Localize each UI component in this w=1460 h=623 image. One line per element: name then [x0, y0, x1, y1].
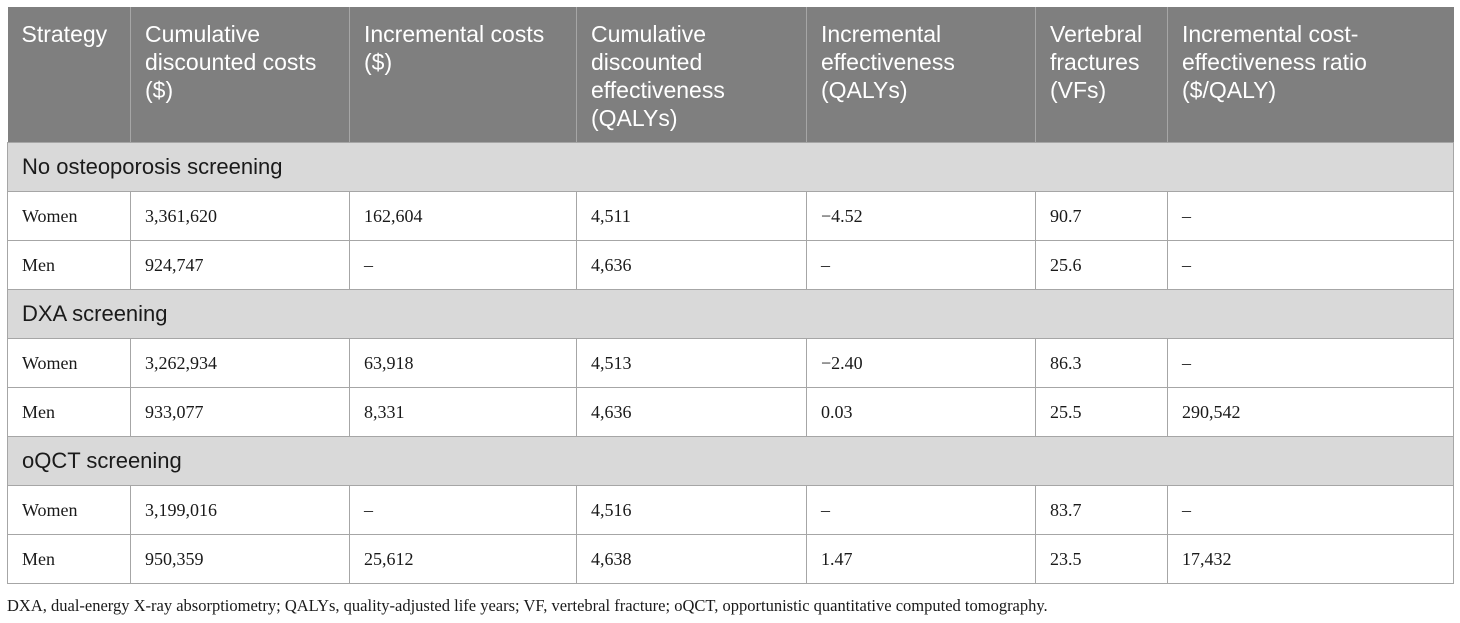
- table-cell: –: [1167, 338, 1454, 388]
- table-cell: 924,747: [130, 240, 350, 290]
- table-cell: Men: [7, 534, 131, 584]
- header-incremental-effectiveness: Incremental effectiveness (QALYs): [806, 7, 1036, 143]
- table-cell: Women: [7, 191, 131, 241]
- table-cell: 0.03: [806, 387, 1036, 437]
- table-cell: –: [1167, 191, 1454, 241]
- header-incremental-costs: Incremental costs ($): [349, 7, 577, 143]
- cost-effectiveness-table: Strategy Cumulative discounted costs ($)…: [7, 7, 1454, 584]
- group-title: DXA screening: [7, 289, 1454, 339]
- table-cell: 25,612: [349, 534, 577, 584]
- table-cell: Women: [7, 485, 131, 535]
- table-cell: 25.5: [1035, 387, 1168, 437]
- table-cell: 4,516: [576, 485, 807, 535]
- table-cell: 23.5: [1035, 534, 1168, 584]
- table-cell: 4,636: [576, 387, 807, 437]
- table-cell: 17,432: [1167, 534, 1454, 584]
- table-cell: 25.6: [1035, 240, 1168, 290]
- table-cell: 4,511: [576, 191, 807, 241]
- table-cell: 950,359: [130, 534, 350, 584]
- table-cell: –: [806, 240, 1036, 290]
- table-cell: Men: [7, 387, 131, 437]
- header-vertebral-fractures: Vertebral fractures (VFs): [1035, 7, 1168, 143]
- header-icer: Incremental cost-effectiveness ratio ($/…: [1167, 7, 1454, 143]
- table-cell: 83.7: [1035, 485, 1168, 535]
- table-row: Men 924,747 – 4,636 – 25.6 –: [7, 240, 1454, 290]
- group-title: oQCT screening: [7, 436, 1454, 486]
- table-cell: 4,636: [576, 240, 807, 290]
- table-cell: 290,542: [1167, 387, 1454, 437]
- table-cell: 86.3: [1035, 338, 1168, 388]
- table-row: Men 950,359 25,612 4,638 1.47 23.5 17,43…: [7, 534, 1454, 584]
- table-cell: 3,199,016: [130, 485, 350, 535]
- group-row-oqct-screening: oQCT screening: [7, 436, 1454, 486]
- table-cell: Men: [7, 240, 131, 290]
- table-cell: 4,638: [576, 534, 807, 584]
- table-row: Men 933,077 8,331 4,636 0.03 25.5 290,54…: [7, 387, 1454, 437]
- table-cell: −4.52: [806, 191, 1036, 241]
- table-cell: 8,331: [349, 387, 577, 437]
- table-footnote: DXA, dual-energy X-ray absorptiometry; Q…: [7, 596, 1048, 615]
- table-cell: −2.40: [806, 338, 1036, 388]
- results-table-container: Strategy Cumulative discounted costs ($)…: [7, 7, 1454, 584]
- table-cell: 933,077: [130, 387, 350, 437]
- table-cell: 4,513: [576, 338, 807, 388]
- table-cell: 162,604: [349, 191, 577, 241]
- table-cell: 3,361,620: [130, 191, 350, 241]
- table-cell: –: [349, 240, 577, 290]
- group-row-no-screening: No osteoporosis screening: [7, 142, 1454, 192]
- header-cumulative-costs: Cumulative discounted costs ($): [130, 7, 350, 143]
- table-row: Women 3,262,934 63,918 4,513 −2.40 86.3 …: [7, 338, 1454, 388]
- group-title: No osteoporosis screening: [7, 142, 1454, 192]
- group-row-dxa-screening: DXA screening: [7, 289, 1454, 339]
- table-cell: 90.7: [1035, 191, 1168, 241]
- table-cell: –: [1167, 240, 1454, 290]
- table-cell: –: [349, 485, 577, 535]
- table-cell: –: [806, 485, 1036, 535]
- header-strategy: Strategy: [7, 7, 131, 143]
- table-cell: 3,262,934: [130, 338, 350, 388]
- table-cell: 1.47: [806, 534, 1036, 584]
- table-cell: 63,918: [349, 338, 577, 388]
- header-row: Strategy Cumulative discounted costs ($)…: [7, 7, 1454, 143]
- table-row: Women 3,199,016 – 4,516 – 83.7 –: [7, 485, 1454, 535]
- table-cell: Women: [7, 338, 131, 388]
- table-row: Women 3,361,620 162,604 4,511 −4.52 90.7…: [7, 191, 1454, 241]
- table-cell: –: [1167, 485, 1454, 535]
- header-cumulative-effectiveness: Cumulative discounted effectiveness (QAL…: [576, 7, 807, 143]
